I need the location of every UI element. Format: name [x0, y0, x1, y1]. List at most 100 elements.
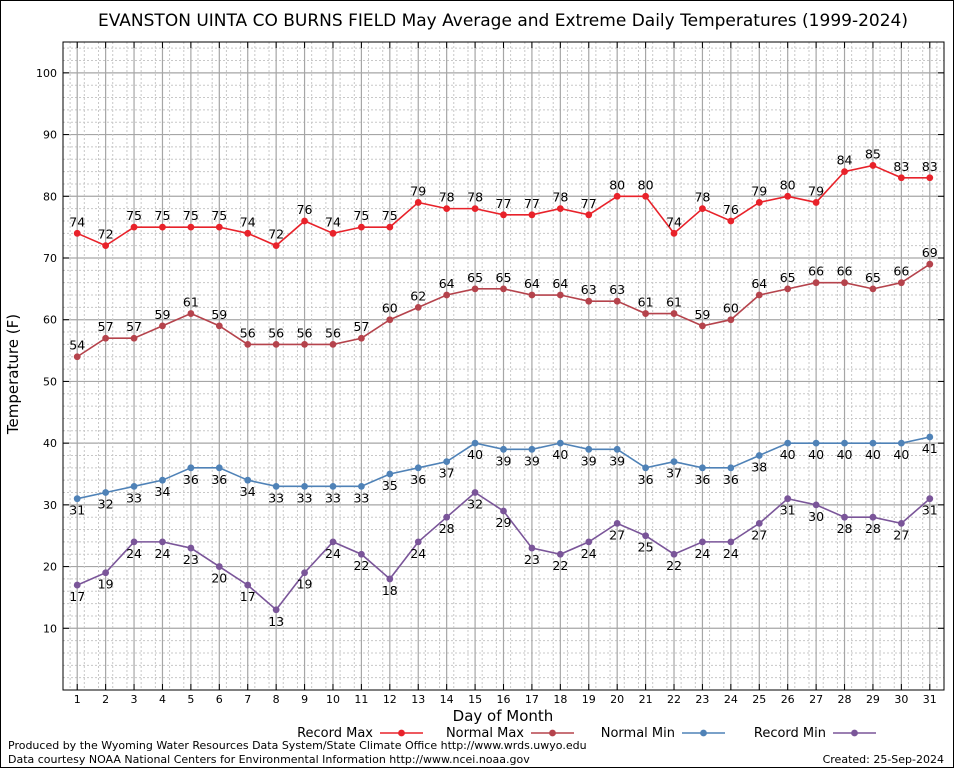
x-axis-label: Day of Month	[453, 707, 554, 725]
data-point	[471, 285, 479, 293]
y-axis-label: Temperature (F)	[4, 314, 22, 435]
data-point	[130, 538, 138, 546]
data-point	[244, 229, 252, 237]
data-label: 25	[638, 540, 654, 555]
data-point	[613, 445, 621, 453]
data-label: 64	[552, 276, 568, 291]
data-point	[272, 341, 280, 348]
legend-label: Record Min	[754, 726, 826, 741]
data-label: 27	[609, 527, 625, 542]
data-label: 33	[325, 490, 341, 505]
data-label: 60	[723, 301, 739, 316]
data-label: 75	[211, 208, 227, 223]
data-label: 24	[410, 546, 426, 561]
data-point	[500, 507, 507, 515]
data-point	[386, 316, 394, 324]
data-label: 23	[183, 552, 199, 567]
data-label: 60	[382, 301, 398, 316]
series-record-max: 74 72 75 75 75 75 74 72 76 74 75 75 79 78 78 77 77 78 77 80…	[69, 146, 938, 250]
data-point	[613, 192, 621, 200]
data-label: 27	[893, 527, 909, 542]
data-point	[500, 445, 507, 453]
legend-marker	[851, 729, 858, 737]
data-point	[244, 476, 252, 484]
data-label: 84	[837, 153, 853, 168]
data-point	[585, 297, 593, 305]
footer-data-courtesy: Data courtesy NOAA National Centers for …	[8, 753, 530, 766]
data-point	[73, 495, 81, 503]
data-label: 78	[467, 190, 483, 205]
x-tick-label: 1	[74, 693, 81, 706]
data-point	[784, 285, 792, 293]
data-point	[755, 519, 763, 527]
data-label: 40	[837, 447, 853, 462]
data-point	[329, 229, 337, 237]
data-label: 56	[297, 325, 313, 340]
x-tick-label: 3	[131, 693, 138, 706]
data-label: 61	[183, 295, 199, 310]
data-label: 39	[524, 453, 540, 468]
data-label: 40	[865, 447, 881, 462]
data-point	[670, 458, 678, 466]
data-label: 59	[694, 307, 710, 322]
data-point	[670, 229, 678, 237]
data-point	[272, 242, 280, 250]
x-tick-label: 13	[411, 693, 425, 706]
data-label: 40	[893, 447, 909, 462]
data-point	[812, 279, 820, 287]
data-point	[556, 439, 564, 447]
data-point	[812, 501, 820, 509]
data-point	[358, 482, 365, 490]
series-record-min: 17 19 24 24 23 20 17 13 19 24 22 18 24 28 32 29 23 22 24 27…	[69, 489, 938, 629]
legend-label: Record Max	[297, 726, 373, 741]
x-tick-label: 25	[752, 693, 766, 706]
x-tick-label: 14	[440, 693, 454, 706]
data-label: 33	[353, 490, 369, 505]
data-point	[301, 217, 308, 225]
data-label: 41	[922, 441, 938, 456]
x-tick-label: 16	[497, 693, 511, 706]
data-point	[187, 464, 195, 472]
data-label: 80	[638, 177, 654, 192]
data-point	[159, 322, 166, 330]
x-tick-label: 6	[216, 693, 223, 706]
x-tick-label: 8	[273, 693, 280, 706]
x-tick-label: 26	[781, 693, 795, 706]
data-point	[642, 310, 649, 317]
y-tick-label: 90	[43, 129, 57, 142]
legend-item-record-max: Record Max	[297, 726, 423, 741]
data-label: 74	[666, 214, 682, 229]
data-point	[443, 458, 451, 466]
data-point	[471, 205, 479, 213]
data-point	[471, 439, 479, 447]
data-point	[102, 242, 110, 250]
data-point	[187, 544, 195, 552]
data-point	[642, 464, 649, 472]
data-label: 24	[723, 546, 739, 561]
data-point	[699, 205, 706, 213]
y-tick-label: 10	[43, 622, 57, 635]
x-tick-label: 29	[866, 693, 880, 706]
data-label: 78	[694, 190, 710, 205]
data-label: 65	[865, 270, 881, 285]
data-label: 22	[666, 558, 682, 573]
data-label: 33	[297, 490, 313, 505]
data-label: 76	[723, 202, 739, 217]
data-label: 20	[211, 571, 227, 586]
legend-label: Normal Max	[446, 726, 524, 741]
data-label: 65	[467, 270, 483, 285]
data-point	[926, 260, 934, 268]
x-tick-label: 22	[667, 693, 681, 706]
data-label: 33	[126, 490, 142, 505]
data-label: 76	[297, 202, 313, 217]
x-tick-label: 12	[383, 693, 397, 706]
y-tick-label: 60	[43, 314, 57, 327]
x-tick-label: 21	[639, 693, 653, 706]
x-tick-label: 24	[724, 693, 738, 706]
data-label: 23	[524, 552, 540, 567]
data-label: 32	[467, 497, 483, 512]
data-label: 72	[268, 227, 284, 242]
data-point	[926, 495, 934, 503]
data-point	[528, 211, 536, 219]
